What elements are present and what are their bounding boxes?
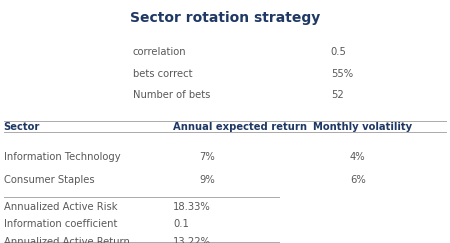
Text: correlation: correlation bbox=[133, 47, 186, 57]
Text: 18.33%: 18.33% bbox=[173, 201, 211, 212]
Text: 13.22%: 13.22% bbox=[173, 237, 211, 243]
Text: Consumer Staples: Consumer Staples bbox=[4, 175, 94, 185]
Text: Sector: Sector bbox=[4, 122, 40, 132]
Text: Monthly volatility: Monthly volatility bbox=[313, 122, 412, 132]
Text: Sector rotation strategy: Sector rotation strategy bbox=[130, 11, 320, 25]
Text: 52: 52 bbox=[331, 90, 343, 100]
Text: Information coefficient: Information coefficient bbox=[4, 219, 117, 229]
Text: Annual expected return: Annual expected return bbox=[173, 122, 307, 132]
Text: 7%: 7% bbox=[199, 152, 215, 162]
Text: 9%: 9% bbox=[199, 175, 215, 185]
Text: 0.5: 0.5 bbox=[331, 47, 346, 57]
Text: Number of bets: Number of bets bbox=[133, 90, 210, 100]
Text: 6%: 6% bbox=[350, 175, 365, 185]
Text: 55%: 55% bbox=[331, 69, 353, 79]
Text: bets correct: bets correct bbox=[133, 69, 192, 79]
Text: 0.1: 0.1 bbox=[173, 219, 189, 229]
Text: Information Technology: Information Technology bbox=[4, 152, 120, 162]
Text: 4%: 4% bbox=[350, 152, 365, 162]
Text: Annualized Active Return: Annualized Active Return bbox=[4, 237, 130, 243]
Text: Annualized Active Risk: Annualized Active Risk bbox=[4, 201, 117, 212]
